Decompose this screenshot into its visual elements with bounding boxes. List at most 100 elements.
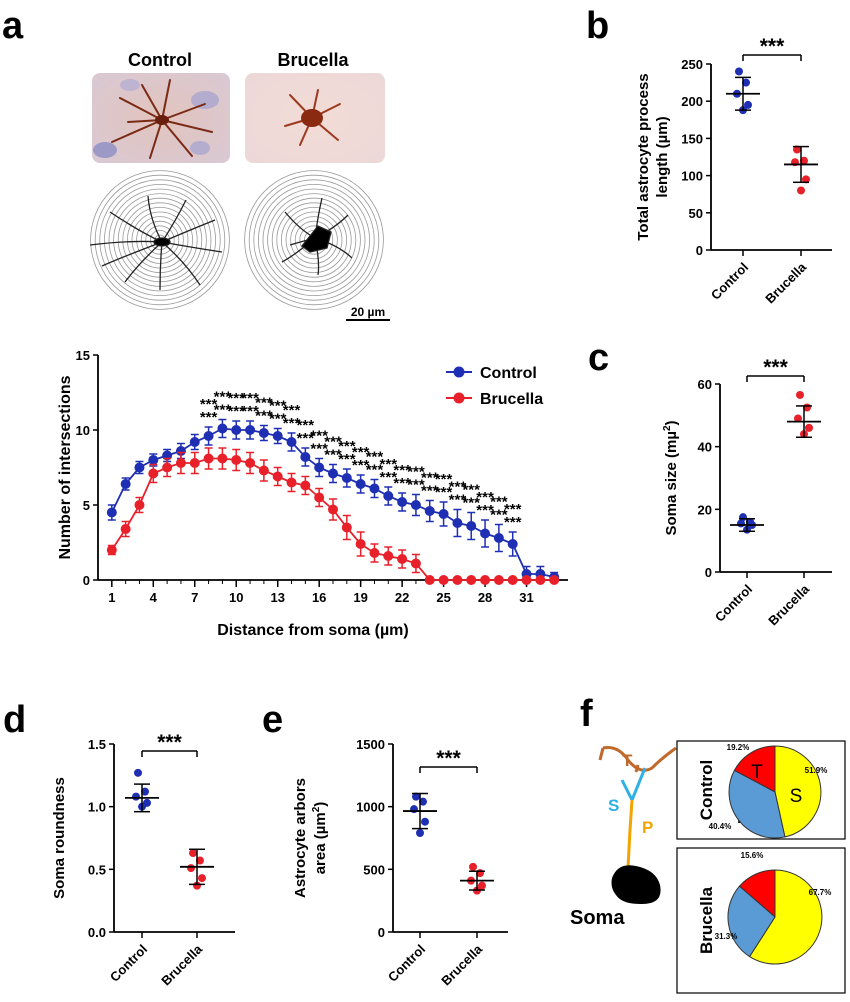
significance-mark: *** [283,402,301,419]
significance-mark: *** [283,415,301,432]
data-point-brucella [800,156,808,165]
data-point-control [438,509,449,519]
significance-mark: *** [421,483,439,500]
significance-mark: *** [352,444,370,461]
branch-diagram: T S P Soma [570,746,677,929]
significance-mark: *** [421,470,439,487]
x-tick-label-control: Control [385,942,428,985]
y-tick-label: 10 [76,423,90,438]
significance-label: *** [157,731,182,754]
significance-mark: *** [227,403,245,420]
data-point-control [416,828,424,837]
data-point-control [189,437,200,447]
significance-mark: *** [366,449,384,466]
data-point-brucella [258,465,269,476]
x-tick-label: 16 [312,590,326,605]
data-point-control [134,462,145,473]
significance-mark: *** [255,408,273,425]
data-point-brucella [120,524,131,534]
arbors-area-chart: 0 500 1000 1500 Control Brucella *** Astrocyte … [292,737,508,988]
panel-letter-e: e [262,699,283,741]
x-tick-label-brucella: Brucella [762,259,809,306]
micro-label-brucella: Brucella [277,50,349,70]
micrograph-control [92,73,230,163]
data-point-brucella [341,522,352,533]
sholl-rings-brucella [244,170,384,310]
data-point-control [507,539,518,549]
data-point-control [328,468,338,479]
data-point-control [286,437,297,447]
process-length-chart: 0 50 100 150 200 250 Control Brucella *** Total a… [635,35,832,306]
y-axis-label: Number of intersections [57,375,74,559]
scale-bar-label: 20 µm [351,305,385,319]
data-point-brucella [466,575,477,585]
data-point-brucella [797,186,805,195]
data-point-control [742,78,750,87]
significance-mark: *** [462,495,480,512]
sholl-ring [90,170,230,310]
significance-mark: *** [310,428,328,445]
sholl-ring [285,211,343,269]
data-point-brucella [134,500,145,510]
legend-marker [453,366,465,378]
significance-mark: *** [490,494,508,511]
y-tick-label: 250 [681,57,703,72]
significance-label: *** [760,35,785,58]
pie-percent-label: 31.3% [715,932,738,941]
significance-mark: *** [200,409,218,426]
micro-label-control: Control [128,50,192,70]
tracing-control [89,195,223,291]
significance-mark: *** [200,396,218,413]
sholl-ring [262,188,366,292]
significance-mark: *** [227,390,245,407]
data-point-brucella [314,492,325,503]
sholl-ring [257,183,370,296]
y-tick-label: 20 [698,502,712,517]
x-tick-label: 4 [150,590,158,605]
data-point-control [480,528,491,539]
data-point-control [231,425,242,435]
data-point-brucella [286,477,297,488]
data-point-brucella [549,575,560,585]
data-point-brucella [355,539,366,549]
soma-roundness-chart: 0.0 0.5 1.0 1.5 Control Brucella *** Soma round… [51,731,235,988]
significance-mark: *** [269,411,287,428]
y-tick-label: 40 [698,440,712,455]
x-tick-label-control: Control [708,260,751,303]
data-point-brucella [369,548,380,558]
pie-slice [748,869,823,965]
data-point-brucella [300,480,311,491]
y-tick-label: 200 [681,94,703,109]
sholl-ring [140,220,180,260]
data-point-brucella [245,458,256,468]
data-point-control [106,507,117,518]
data-point-control [272,431,283,441]
significance-mark: *** [449,479,467,496]
data-point-brucella [424,575,435,585]
tracing-brucella [281,197,353,276]
data-point-brucella [438,575,449,585]
legend-label-brucella: Brucella [480,391,543,408]
x-tick-label-control: Control [107,942,150,985]
data-point-control [175,446,186,456]
data-point-brucella [162,462,173,473]
data-point-control [466,521,477,531]
x-tick-label: 10 [229,590,243,605]
data-point-control [355,479,366,489]
sholl-ring [244,170,384,310]
significance-mark: *** [504,514,522,531]
y-axis-label-line1: Astrocyte arbors [292,778,309,898]
sholl-ring [99,179,221,301]
sholl-ring [280,206,347,273]
data-point-brucella [480,575,491,585]
x-tick-label-brucella: Brucella [765,581,812,628]
significance-mark: *** [504,501,522,518]
pie-title-control: Control [697,760,716,820]
data-point-control [369,483,380,494]
significance-mark: *** [241,403,259,420]
data-point-brucella [410,558,421,569]
panel-letter-b: b [586,5,609,47]
data-point-brucella [175,458,186,468]
pie-slice-label: T [751,762,763,783]
data-point-brucella [203,453,214,464]
